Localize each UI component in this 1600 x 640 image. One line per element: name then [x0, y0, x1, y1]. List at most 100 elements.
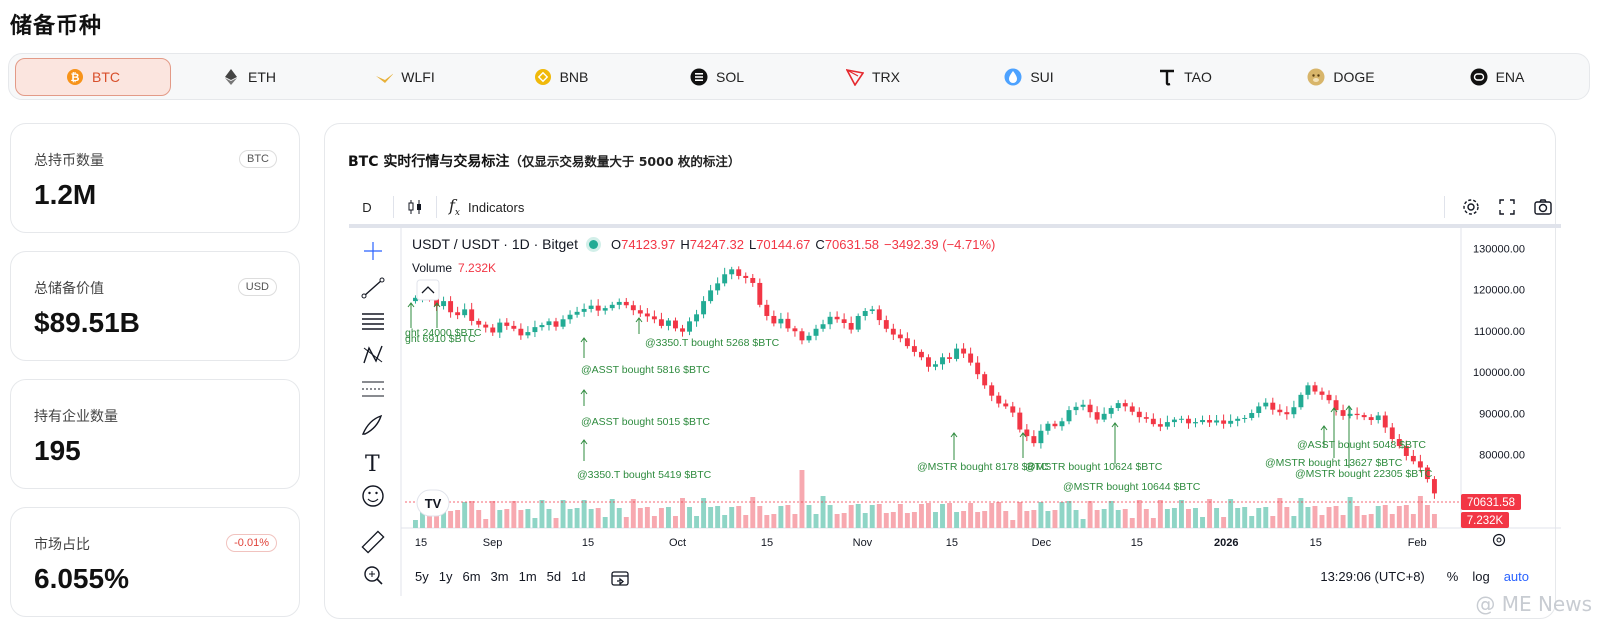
collapse-legend-button[interactable]	[416, 279, 440, 301]
timeframe-5y[interactable]: 5y	[415, 569, 429, 584]
candle-body	[1200, 420, 1205, 423]
candle-body	[1164, 422, 1170, 427]
brush-icon[interactable]	[361, 414, 383, 435]
volume-bar	[588, 509, 594, 528]
volume-bar	[511, 501, 517, 528]
candle-body	[834, 316, 840, 320]
candle-body	[996, 395, 1002, 404]
timeframe-6m[interactable]: 6m	[462, 569, 481, 584]
tv-toolbar: D fx Indicators	[349, 190, 1561, 224]
candle-body	[1284, 412, 1290, 415]
stat-card-market-share: 市场占比 -0.01% 6.055%	[10, 507, 300, 617]
fib-icon[interactable]	[362, 381, 384, 397]
candle-body	[1031, 436, 1037, 444]
trade-annotation-label: @3350.T bought 5419 $BTC	[577, 469, 712, 481]
candle-body	[1263, 402, 1269, 407]
interval-button[interactable]: D	[362, 199, 372, 215]
volume-bar	[413, 520, 418, 528]
timeframe-1y[interactable]: 1y	[438, 569, 453, 584]
volume-bar	[904, 513, 910, 528]
text-tool-icon[interactable]: T	[365, 452, 380, 477]
candle-body	[947, 357, 953, 359]
tab-doge[interactable]: DOGE	[1263, 58, 1419, 96]
wlfi-icon	[375, 68, 394, 86]
time-axis-settings-icon[interactable]	[1492, 533, 1506, 547]
ohlc-legend: USDT / USDT · 1D · Bitget O 74123.97 H 742…	[412, 236, 995, 252]
candle-body	[413, 297, 418, 302]
volume-bar	[1087, 501, 1093, 528]
timeframe-bar: 5y 1y 6m 3m 1m 5d 1d	[415, 569, 630, 590]
auto-scale-toggle[interactable]: auto	[1503, 569, 1529, 584]
volume-bar	[911, 512, 917, 528]
volume-bar	[1150, 518, 1156, 528]
tab-label: SOL	[715, 68, 744, 85]
tab-btc[interactable]: ₿ BTC	[15, 57, 171, 96]
volume-bar	[883, 513, 889, 528]
trade-annotation-label: @MSTR bought 10624 $BTC	[1025, 461, 1163, 473]
fullscreen-icon[interactable]	[1489, 192, 1525, 222]
timeframe-3m[interactable]: 3m	[490, 569, 509, 584]
volume-bar	[1242, 507, 1248, 528]
goto-date-icon[interactable]	[610, 569, 630, 590]
candle-body	[1010, 406, 1016, 413]
log-scale-toggle[interactable]: log	[1472, 569, 1490, 584]
volume-tag: 7.232K	[1461, 512, 1509, 528]
volume-bar	[574, 508, 580, 528]
emoji-icon[interactable]	[362, 485, 384, 507]
volume-bar	[1354, 506, 1360, 528]
volume-bar	[1298, 498, 1304, 528]
percent-scale-toggle[interactable]: %	[1446, 569, 1459, 584]
settings-gear-icon[interactable]	[1453, 192, 1489, 222]
volume-bar	[1017, 502, 1023, 528]
stat-card-total-holdings: 总持币数量 BTC 1.2M	[10, 123, 300, 233]
candle-body	[1340, 410, 1346, 416]
candle-body	[532, 327, 538, 333]
candle-body	[911, 346, 917, 352]
indicators-label: Indicators	[468, 199, 525, 215]
candle-body	[1017, 412, 1023, 430]
candlestick-chart[interactable]: T 130000.00 120000.00 110000.00 100000.00 90…	[349, 228, 1561, 596]
volume-bar	[1382, 505, 1388, 528]
tab-eth[interactable]: ETH	[171, 58, 327, 96]
clock[interactable]: 13:29:06 (UTC+8)	[1320, 569, 1425, 584]
tao-icon	[1158, 68, 1176, 86]
candle-body	[855, 315, 861, 330]
candle-body	[553, 321, 559, 327]
pattern-icon[interactable]	[363, 345, 383, 364]
trendline-icon[interactable]	[361, 277, 385, 299]
candle-body	[813, 328, 819, 336]
volume-bar	[560, 500, 566, 528]
tab-tao[interactable]: TAO	[1107, 58, 1263, 96]
tab-trx[interactable]: TRX	[795, 58, 951, 96]
stat-value: 195	[34, 435, 81, 466]
volume-bar	[1171, 508, 1177, 528]
tab-wlfi[interactable]: WLFI	[327, 58, 483, 96]
volume-bar	[1178, 500, 1184, 528]
tab-sol[interactable]: SOL	[639, 58, 795, 96]
zoom-in-icon[interactable]	[364, 566, 383, 585]
tab-ena[interactable]: ENA	[1419, 58, 1575, 96]
trade-arrow-head	[1019, 432, 1027, 438]
symbol-label[interactable]: USDT / USDT · 1D · Bitget	[412, 236, 578, 252]
tab-bnb[interactable]: BNB	[483, 58, 639, 96]
timeframe-1d[interactable]: 1d	[571, 569, 586, 584]
indicators-button[interactable]: fx Indicators	[445, 192, 528, 222]
candle-body	[567, 314, 573, 320]
horizontal-lines-icon[interactable]	[362, 313, 384, 330]
trade-arrow-head	[580, 337, 588, 343]
candle-body	[771, 315, 777, 324]
candle-type-icon[interactable]	[402, 192, 428, 222]
volume-bar	[1368, 514, 1374, 528]
tab-sui[interactable]: SUI	[951, 58, 1107, 96]
volume-bar	[602, 517, 608, 528]
timeframe-1m[interactable]: 1m	[518, 569, 537, 584]
candle-body	[1242, 417, 1248, 419]
ruler-icon[interactable]	[361, 530, 385, 554]
candle-body	[1052, 423, 1058, 427]
coin-tabs: ₿ BTC ETH WLFI BNB SOL TRX SUI TAO DOGE …	[8, 53, 1590, 100]
crosshair-icon[interactable]	[364, 242, 382, 260]
volume-bar	[869, 505, 875, 528]
timeframe-5d[interactable]: 5d	[546, 569, 562, 584]
camera-icon[interactable]	[1525, 192, 1561, 222]
volume-bar	[553, 518, 559, 528]
